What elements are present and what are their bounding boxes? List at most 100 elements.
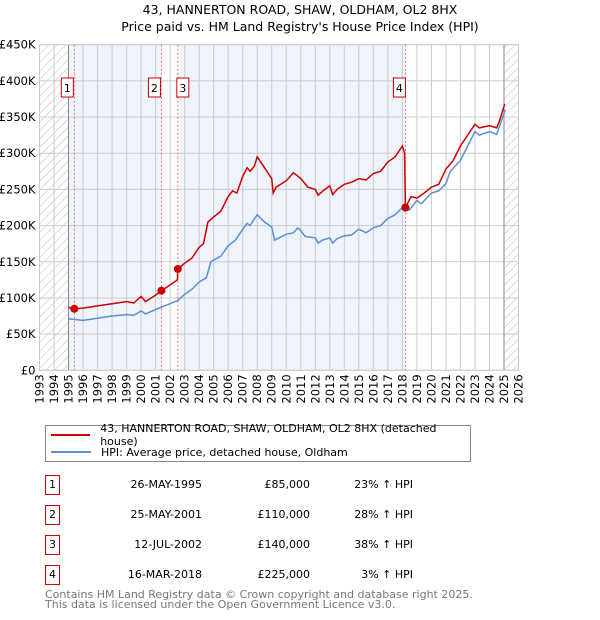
y-tick-label: £400K [0, 74, 36, 88]
footer-line-2: This data is licensed under the Open Gov… [45, 598, 396, 611]
sale-hpi-diff: 28% ↑ HPI [354, 508, 413, 521]
x-tick-label: 2006 [221, 374, 235, 403]
y-tick-label: £100K [0, 291, 36, 305]
legend-swatch [51, 434, 91, 436]
x-tick-label: 1999 [120, 374, 134, 403]
sale-hpi-diff: 38% ↑ HPI [354, 538, 413, 551]
x-tick-label: 2015 [352, 374, 366, 403]
x-tick-label: 2020 [424, 374, 438, 403]
x-tick-label: 2003 [178, 374, 192, 403]
x-tick-label: 2024 [482, 374, 496, 403]
legend-item-hpi: HPI: Average price, detached house, Oldh… [51, 444, 348, 460]
x-tick-label: 2026 [512, 374, 526, 403]
chart-title: 43, HANNERTON ROAD, SHAW, OLDHAM, OL2 8H… [142, 2, 458, 17]
y-tick-label: £450K [0, 38, 36, 52]
y-tick-label: £300K [0, 146, 36, 160]
sale-point [70, 304, 79, 313]
sale-marker-box: 4 [392, 77, 406, 98]
x-tick-label: 2016 [366, 374, 380, 403]
legend-item-property: 43, HANNERTON ROAD, SHAW, OLDHAM, OL2 8H… [51, 422, 470, 448]
x-tick-label: 2017 [381, 374, 395, 403]
sale-marker-number: 4 [396, 82, 403, 95]
sale-row: 2 25-MAY-2001 £110,000 28% ↑ HPI [45, 505, 445, 525]
sale-marker-box-border [176, 77, 190, 98]
x-tick-label: 2008 [250, 374, 264, 403]
x-tick-label: 2009 [265, 374, 279, 403]
sale-marker-label: 1 [45, 475, 60, 495]
sale-date: 16-MAR-2018 [127, 568, 202, 581]
sale-marker-box: 2 [147, 77, 161, 98]
x-tick-label: 2018 [395, 374, 409, 403]
sale-date: 25-MAY-2001 [130, 508, 202, 521]
x-tick-label: 1996 [76, 374, 90, 403]
sale-row: 1 26-MAY-1995 £85,000 23% ↑ HPI [45, 475, 445, 495]
sale-marker-number: 2 [151, 82, 158, 95]
x-tick-label: 2001 [149, 374, 163, 403]
sale-row: 3 12-JUL-2002 £140,000 38% ↑ HPI [45, 535, 445, 555]
sale-marker-box-border [392, 77, 406, 98]
plot-border [39, 44, 519, 371]
sale-price: £85,000 [264, 478, 311, 491]
hatched-no-data-region [503, 44, 519, 371]
property-series-line [68, 103, 506, 310]
sale-date: 26-MAY-1995 [130, 478, 202, 491]
y-tick-label: £200K [0, 219, 36, 233]
x-tick-label: 2007 [236, 374, 250, 403]
x-tick-label: 1995 [62, 374, 76, 403]
shaded-ownership-period [177, 44, 406, 371]
x-tick-label: 1994 [47, 374, 61, 403]
sale-price: £140,000 [257, 538, 311, 551]
footer-line-1: Contains HM Land Registry data © Crown c… [45, 588, 473, 601]
x-tick-label: 2002 [163, 374, 177, 403]
legend-label: 43, HANNERTON ROAD, SHAW, OLDHAM, OL2 8H… [100, 422, 437, 448]
shaded-ownership-period [68, 44, 162, 371]
x-tick-label: 2000 [134, 374, 148, 403]
x-tick-label: 2010 [279, 374, 293, 403]
y-tick-label: £0 [21, 363, 36, 377]
sale-point [173, 265, 182, 274]
sale-marker-label: 4 [45, 565, 60, 585]
sale-hpi-diff: 23% ↑ HPI [354, 478, 413, 491]
x-tick-label: 2014 [337, 374, 351, 403]
x-tick-label: 1998 [105, 374, 119, 403]
x-tick-label: 2013 [323, 374, 337, 403]
y-tick-label: £250K [0, 182, 36, 196]
sale-date: 12-JUL-2002 [134, 538, 202, 551]
x-tick-label: 2021 [439, 374, 453, 403]
sale-price: £110,000 [257, 508, 311, 521]
sale-point [401, 203, 410, 212]
y-tick-label: £350K [0, 110, 36, 124]
sale-hpi-diff: 3% ↑ HPI [361, 568, 413, 581]
legend: 43, HANNERTON ROAD, SHAW, OLDHAM, OL2 8H… [45, 422, 471, 462]
x-tick-label: 2005 [207, 374, 221, 403]
sale-marker-box-border [60, 77, 74, 98]
sale-marker-number: 3 [179, 82, 186, 95]
x-tick-label: 1997 [91, 374, 105, 403]
x-tick-label: 2025 [497, 374, 511, 403]
sale-marker-box: 3 [176, 77, 190, 98]
hpi-series-line [68, 109, 507, 322]
legend-swatch [51, 451, 91, 453]
x-tick-label: 1993 [33, 374, 47, 403]
sale-price: £225,000 [257, 568, 311, 581]
x-tick-label: 2011 [294, 374, 308, 403]
x-tick-label: 2004 [192, 374, 206, 403]
y-tick-label: £150K [0, 255, 36, 269]
sale-marker-box-border [147, 77, 161, 98]
chart-subtitle: Price paid vs. HM Land Registry's House … [121, 19, 479, 34]
sale-marker-label: 2 [45, 505, 60, 525]
x-tick-label: 2019 [410, 374, 424, 403]
x-tick-label: 2012 [308, 374, 322, 403]
footer: Contains HM Land Registry data © Crown c… [45, 588, 473, 611]
sale-row: 4 16-MAR-2018 £225,000 3% ↑ HPI [45, 565, 445, 585]
y-tick-label: £50K [6, 327, 36, 341]
legend-label: HPI: Average price, detached house, Oldh… [101, 445, 348, 459]
sale-marker-number: 1 [64, 82, 71, 95]
sale-point [157, 286, 166, 295]
x-tick-label: 2023 [468, 374, 482, 403]
sale-marker-label: 3 [45, 535, 60, 555]
plot-area: 1993 1994 1995 1996 1997 1998 1999 2000 2001 2002… [0, 38, 526, 404]
x-tick-label: 2022 [453, 374, 467, 403]
sale-marker-box: 1 [60, 77, 74, 98]
